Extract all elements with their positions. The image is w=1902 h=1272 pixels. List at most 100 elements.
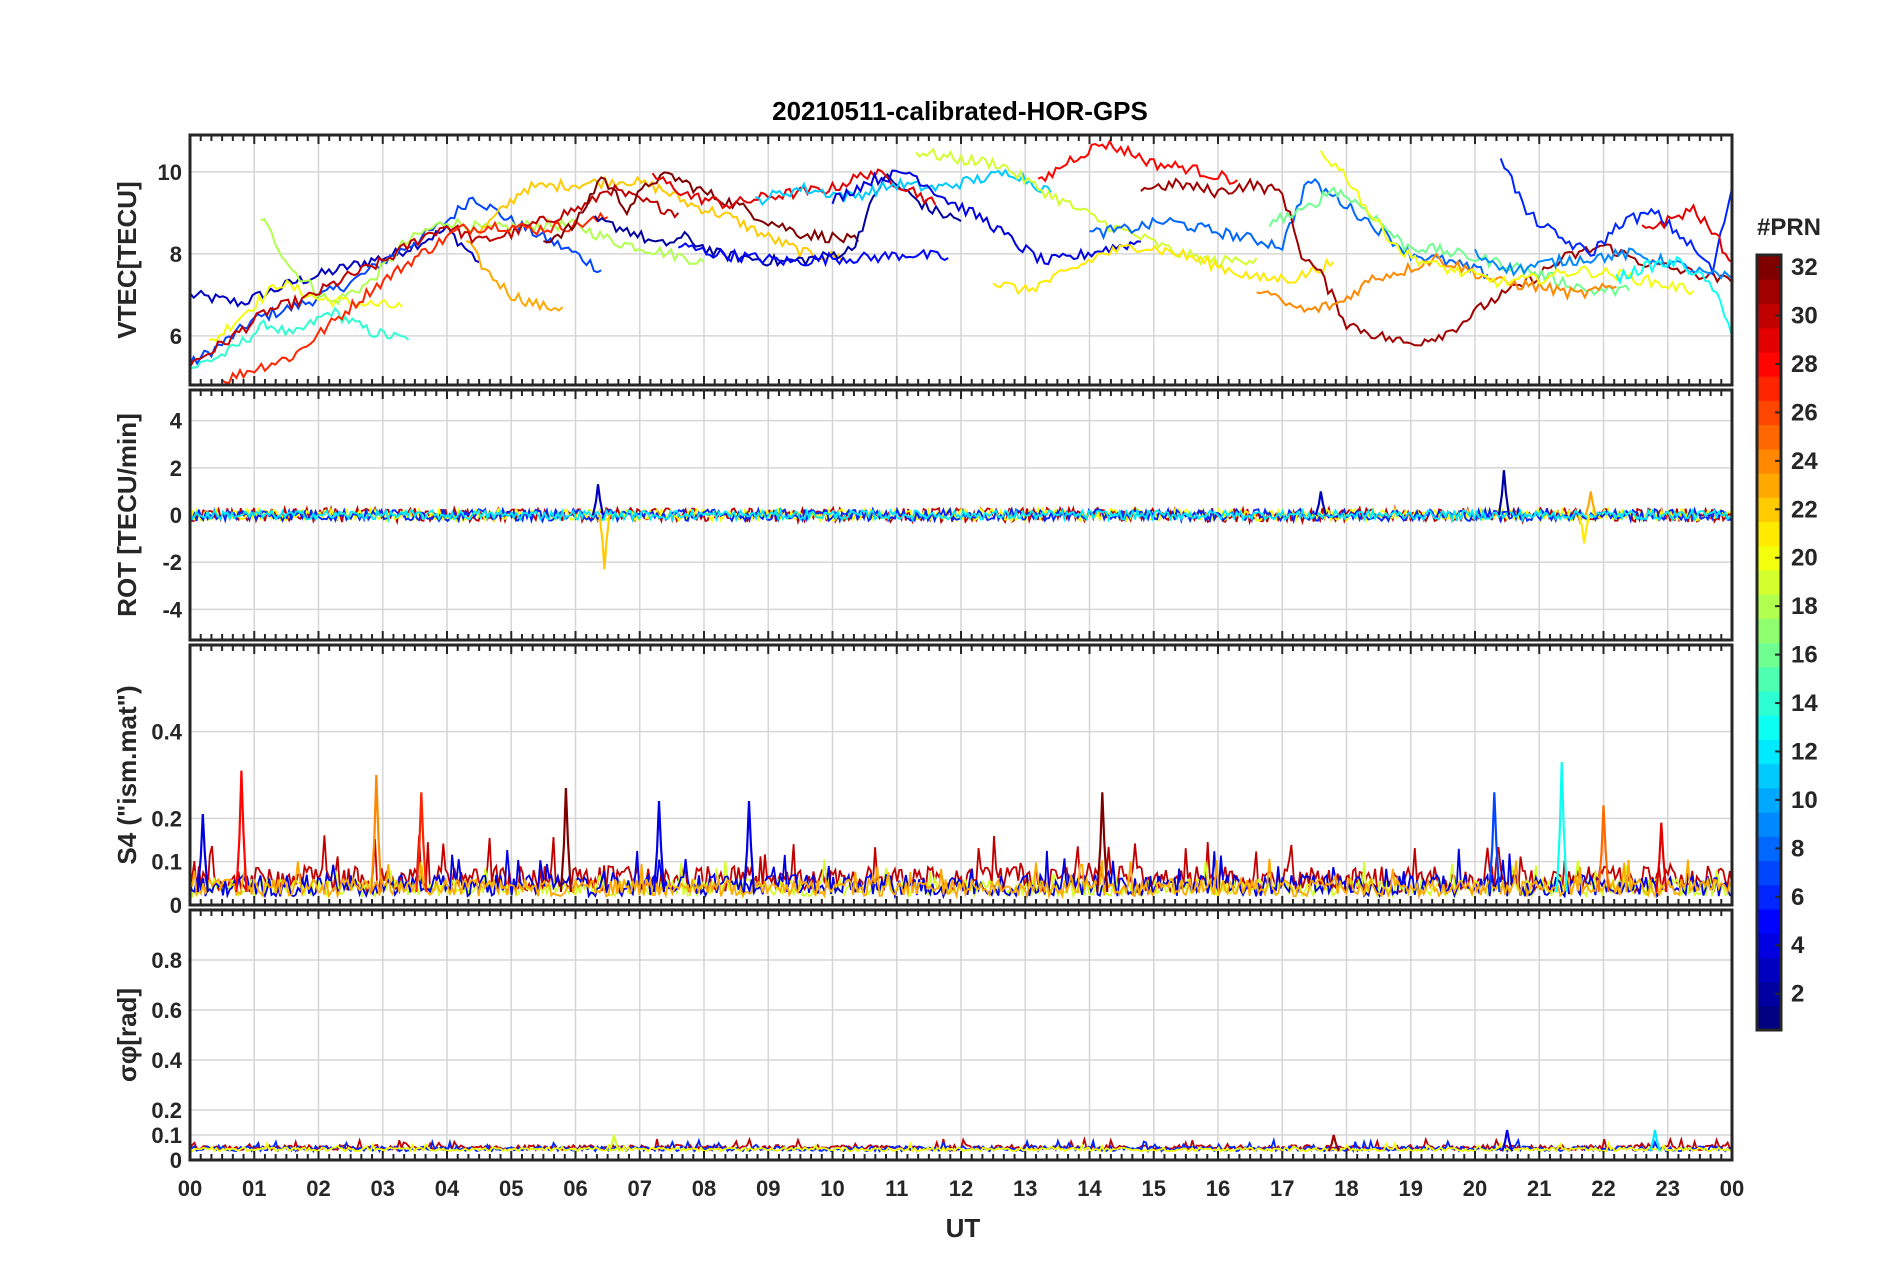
vtec-series-prn-29 bbox=[651, 168, 937, 210]
panel-rot: -4 -2 0 2 4 ROT [TECU/min] bbox=[112, 388, 1734, 642]
x-tick-label: 20 bbox=[1463, 1176, 1487, 1201]
s4-spike-prn-7 bbox=[1488, 792, 1501, 893]
colorbar-tick-label: 10 bbox=[1791, 787, 1818, 814]
y-tick-label: 6 bbox=[170, 324, 182, 349]
colorbar-tick-label: 4 bbox=[1791, 932, 1805, 959]
vtec-series-prn-21 bbox=[992, 244, 1335, 296]
colorbar-tick-label: 28 bbox=[1791, 351, 1818, 378]
panel-data bbox=[190, 470, 1732, 570]
panel-s4: 0 0.1 0.2 0.4 S4 ("ism.mat") bbox=[112, 643, 1734, 918]
x-tick-label: 13 bbox=[1013, 1176, 1037, 1201]
sigma_phi-series-prn-20 bbox=[190, 1140, 1732, 1153]
y-tick-label: 0.1 bbox=[151, 850, 182, 875]
colorbar-segment-17 bbox=[1757, 618, 1781, 644]
colorbar-tick-label: 22 bbox=[1791, 496, 1818, 523]
vtec-series-prn-3 bbox=[190, 223, 480, 308]
sigma_phi-spike-prn-19 bbox=[607, 1134, 621, 1152]
s4-spike-prn-4 bbox=[652, 800, 666, 893]
y-tick-label: 0 bbox=[170, 503, 182, 528]
x-tick-label: 07 bbox=[628, 1176, 652, 1201]
colorbar-frame bbox=[1755, 253, 1783, 1032]
colorbar-tick-label: 26 bbox=[1791, 399, 1818, 426]
rot-spike-prn-3 bbox=[1314, 491, 1327, 516]
vtec-series-prn-32 bbox=[543, 171, 860, 244]
y-tick-label: 0.1 bbox=[151, 1123, 182, 1148]
colorbar-segment-7 bbox=[1757, 860, 1781, 886]
rot-spike-prn-3 bbox=[591, 484, 605, 516]
s4-spike-prn-4 bbox=[742, 800, 756, 893]
x-tick-label: 17 bbox=[1270, 1176, 1294, 1201]
colorbar-tick-label: 6 bbox=[1791, 884, 1804, 911]
colorbar-segment-11 bbox=[1757, 763, 1781, 789]
colorbar-tick-label: 18 bbox=[1791, 593, 1818, 620]
panel-vtec: 6 8 10 VTEC[TECU] bbox=[112, 133, 1734, 387]
colorbar-segment-3 bbox=[1757, 957, 1781, 983]
colorbar-tick-label: 12 bbox=[1791, 738, 1818, 765]
x-axis-label: UT bbox=[946, 1213, 981, 1243]
y-tick-label: 10 bbox=[158, 160, 182, 185]
panel-sigma_phi: 00.10.2 0.4 0.6 0.8 σφ[rad] bbox=[112, 908, 1734, 1173]
colorbar-tick-label: 8 bbox=[1791, 835, 1804, 862]
s4-spike-prn-28 bbox=[235, 770, 248, 893]
vtec-series-prn-30 bbox=[190, 183, 680, 368]
colorbar-segment-27 bbox=[1757, 376, 1781, 401]
s4-spike-prn-13 bbox=[1555, 761, 1568, 893]
vtec-series-prn-22 bbox=[478, 175, 846, 263]
x-tick-label: 12 bbox=[949, 1176, 973, 1201]
x-tick-label: 16 bbox=[1206, 1176, 1230, 1201]
y-tick-label: 2 bbox=[170, 456, 182, 481]
colorbar-segment-21 bbox=[1757, 521, 1781, 547]
rot-series-prn-12 bbox=[190, 506, 1732, 524]
x-axis: 00 01 02 03 04 05 06 07 08 09 10 11 12 13 14 15 16 17 18 19… bbox=[178, 1176, 1744, 1201]
x-tick-label: 23 bbox=[1656, 1176, 1680, 1201]
y-tick-label: 8 bbox=[170, 242, 182, 267]
colorbar-segment-5 bbox=[1757, 908, 1781, 934]
sigma_phi-spike-prn-12 bbox=[1648, 1129, 1661, 1152]
y-axis-label: S4 ("ism.mat") bbox=[112, 685, 142, 864]
vtec-series-prn-11 bbox=[755, 168, 1052, 206]
s4-spike-prn-25 bbox=[1597, 805, 1610, 893]
y-tick-label: 0.8 bbox=[151, 948, 182, 973]
x-tick-label: 21 bbox=[1527, 1176, 1551, 1201]
rot-spike-prn-22 bbox=[598, 514, 611, 570]
x-tick-label: 18 bbox=[1334, 1176, 1358, 1201]
x-tick-label: 19 bbox=[1399, 1176, 1423, 1201]
rot-spike-prn-2 bbox=[1497, 470, 1510, 516]
colorbar-segment-13 bbox=[1757, 715, 1781, 740]
sigma_phi-spike-prn-4 bbox=[1501, 1129, 1514, 1152]
x-tick-label: 04 bbox=[435, 1176, 460, 1201]
x-tick-label: 00 bbox=[178, 1176, 202, 1201]
colorbar-segment-15 bbox=[1757, 666, 1781, 692]
colorbar-segment-9 bbox=[1757, 812, 1781, 837]
vtec-series-prn-23 bbox=[465, 239, 564, 312]
s4-spike-prn-27 bbox=[415, 792, 428, 893]
vtec-series-prn-20 bbox=[208, 279, 403, 343]
colorbar-segment-1 bbox=[1757, 1005, 1781, 1031]
y-axis-label: VTEC[TECU] bbox=[112, 181, 142, 338]
sigma_phi-spike-prn-31 bbox=[1327, 1134, 1340, 1152]
colorbar-tick-label: 24 bbox=[1791, 448, 1818, 475]
vtec-series-prn-19 bbox=[915, 147, 1258, 269]
x-tick-label: 03 bbox=[371, 1176, 395, 1201]
colorbar-tick-label: 30 bbox=[1791, 303, 1818, 330]
colorbar-label: #PRN bbox=[1757, 214, 1821, 241]
s4-series-prn-23 bbox=[190, 858, 1732, 900]
panel-data bbox=[190, 761, 1732, 900]
x-tick-label: 11 bbox=[885, 1176, 908, 1201]
colorbar-tick-label: 32 bbox=[1791, 254, 1818, 281]
colorbar-tick-label: 20 bbox=[1791, 545, 1818, 572]
s4-spike-prn-4 bbox=[196, 813, 209, 893]
vtec-series-prn-18 bbox=[260, 216, 705, 306]
s4-spike-prn-24 bbox=[370, 774, 383, 893]
vtec-series-prn-6 bbox=[1499, 158, 1732, 277]
x-tick-label: 02 bbox=[306, 1176, 330, 1201]
panel-data bbox=[190, 1129, 1732, 1154]
x-tick-label: 06 bbox=[563, 1176, 587, 1201]
y-tick-label: 0 bbox=[170, 1148, 182, 1173]
rot-spike-prn-23 bbox=[1584, 491, 1597, 516]
y-tick-label: 0.6 bbox=[151, 998, 182, 1023]
x-tick-label: 14 bbox=[1077, 1176, 1102, 1201]
panel-data bbox=[190, 138, 1732, 384]
